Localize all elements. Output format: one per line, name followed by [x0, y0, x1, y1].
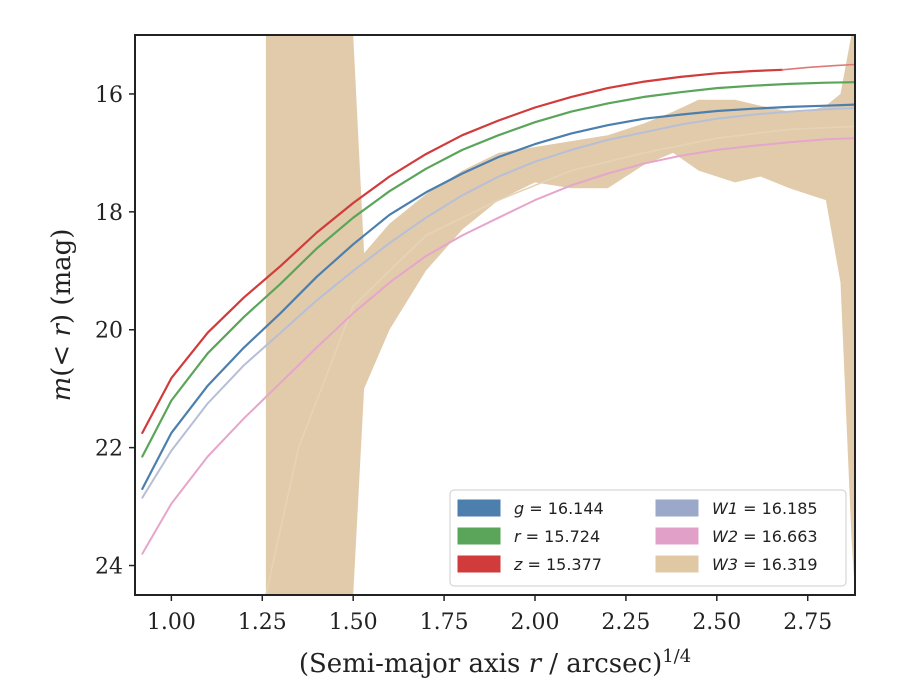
y-tick-label: 18: [95, 201, 123, 226]
y-axis-label-rest: ) (mag): [47, 229, 77, 325]
series-line-w2: [141, 137, 855, 555]
legend-label-g: g = 16.144: [514, 499, 604, 518]
legend-box: [449, 489, 847, 587]
x-axis-label-open: (Semi-major axis: [299, 649, 529, 679]
x-tick-label: 2.00: [511, 610, 560, 635]
legend-label-z: z = 15.377: [513, 555, 602, 574]
series-layer: [141, 35, 855, 595]
x-axis-label-var: r: [529, 649, 543, 679]
x-axis-label-rest: / arcsec): [541, 649, 662, 679]
y-tick-label: 20: [95, 319, 123, 344]
series-line-z-ext: [781, 63, 855, 71]
x-axis-label: (Semi-major axis r / arcsec)1/4: [299, 646, 691, 679]
series-band-w3: [265, 35, 855, 595]
series-line-r: [141, 81, 855, 458]
legend-swatch-w2: [655, 527, 699, 545]
legend-swatch-w3: [655, 555, 699, 573]
x-axis-label-sup: 1/4: [662, 646, 691, 667]
plot-frame: [134, 34, 856, 596]
series-line-w1: [141, 107, 855, 499]
series-line-g: [141, 103, 855, 490]
series-line-z: [141, 68, 784, 434]
y-axis-label-var: m: [47, 377, 77, 402]
legend-label-w2: W2 = 16.663: [712, 527, 818, 546]
x-tick-label: 2.50: [692, 610, 741, 635]
legend-label-w1: W1 = 16.185: [712, 499, 818, 518]
legend-swatch-g: [457, 499, 501, 517]
legend-label-w3: W3 = 16.319: [712, 555, 818, 574]
x-tick-label: 1.25: [238, 610, 287, 635]
y-axis-label-var2: r: [47, 323, 77, 337]
legend-swatch-w1: [655, 499, 699, 517]
y-tick-label: 22: [95, 437, 123, 462]
ticks-layer: 1.00 1.25 1.50 1.75 2.00 2.25 2.50 2.75 16 18 20 22…: [95, 83, 832, 635]
legend-label-r: r = 15.724: [514, 527, 600, 546]
x-tick-label: 1.50: [329, 610, 378, 635]
y-axis-label-open: (<: [47, 337, 77, 377]
x-tick-label: 2.75: [783, 610, 832, 635]
legend-swatch-z: [457, 555, 501, 573]
legend: g = 16.144 r = 15.724 z = 15.377 W1 = 16.18…: [449, 489, 847, 587]
y-axis-label: m(< r) (mag): [47, 229, 77, 402]
y-tick-label: 16: [95, 83, 123, 108]
series-line-w3-profile: [265, 125, 855, 595]
x-tick-label: 1.75: [420, 610, 469, 635]
x-tick-label: 1.00: [147, 610, 196, 635]
y-tick-label: 24: [95, 555, 123, 580]
legend-entries: g = 16.144 r = 15.724 z = 15.377 W1 = 16.18…: [457, 499, 818, 574]
legend-swatch-r: [457, 527, 501, 545]
x-tick-label: 2.25: [601, 610, 650, 635]
